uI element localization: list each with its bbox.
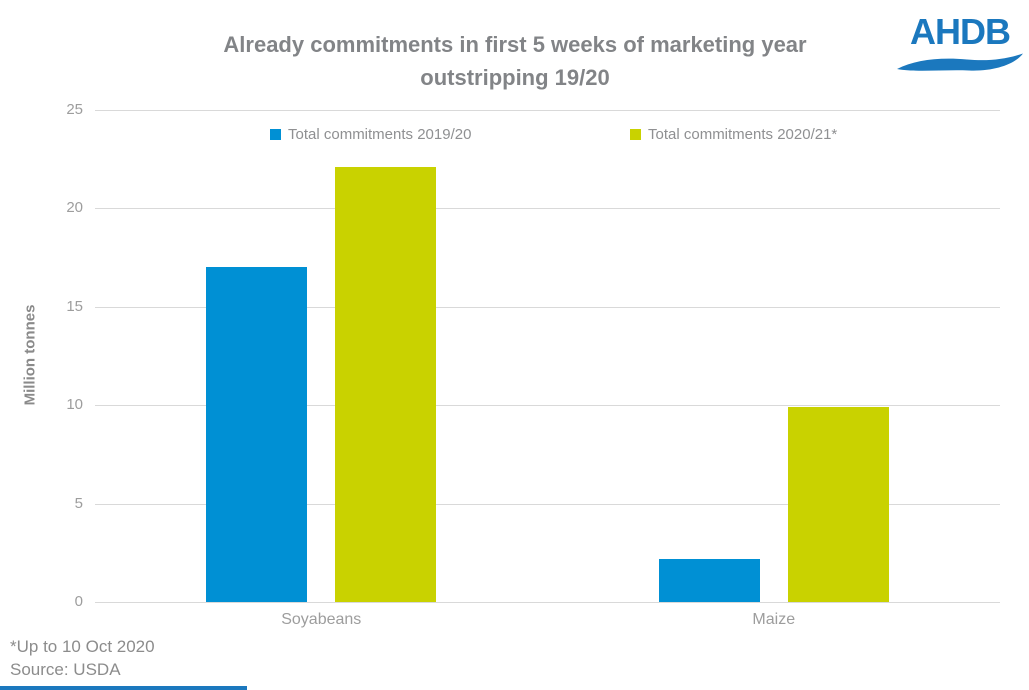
bar-maize-202021: [787, 407, 889, 602]
chart-title: Already commitments in first 5 weeks of …: [115, 28, 915, 94]
logo-wave-icon: [897, 53, 1023, 71]
y-axis-title: Million tonnes: [21, 304, 39, 406]
legend-item-2020-21: Total commitments 2020/21*: [630, 126, 837, 143]
chart-source: Source: USDA: [10, 660, 121, 679]
gridline-5: [95, 503, 1000, 505]
bar-maize-201920: [658, 558, 760, 602]
bar-soyabeans-201920: [206, 267, 308, 602]
gridline-15: [95, 306, 1000, 308]
chart-title-line-2: outstripping 19/20: [420, 65, 610, 90]
ahdb-logo-text: AHDB: [910, 11, 1011, 52]
y-axis-tick-20: 20: [66, 199, 83, 217]
chart-title-line-1: Already commitments in first 5 weeks of …: [223, 32, 807, 57]
y-axis-tick-0: 0: [74, 593, 83, 610]
gridline-25: [95, 110, 1000, 111]
y-axis-tick-10: 10: [66, 396, 83, 414]
y-axis-tick-15: 15: [66, 297, 83, 315]
plot-area: 0 5 10 15 20 25 Soyabeans Maize: [66, 101, 1000, 628]
bar-soyabeans-202021: [335, 167, 437, 602]
x-axis-label-soyabeans: Soyabeans: [281, 611, 362, 628]
gridline-20: [95, 208, 1000, 210]
y-axis-tick-5: 5: [74, 494, 83, 512]
ahdb-logo: AHDB: [897, 14, 1023, 74]
legend-label-2020-21: Total commitments 2020/21*: [648, 126, 838, 143]
brand-footer-line: [0, 686, 247, 690]
legend-item-2019-20: Total commitments 2019/20: [270, 126, 471, 143]
legend-label-2019-20: Total commitments 2019/20: [288, 126, 472, 143]
y-axis-tick-25: 25: [66, 101, 83, 118]
x-axis-label-maize: Maize: [752, 611, 796, 628]
chart-footnote: *Up to 10 Oct 2020: [10, 637, 155, 656]
gridline-0: [95, 602, 1000, 603]
legend-swatch-2020-21-icon: [630, 129, 641, 140]
gridline-10: [95, 405, 1000, 407]
legend-swatch-2019-20-icon: [270, 129, 281, 140]
